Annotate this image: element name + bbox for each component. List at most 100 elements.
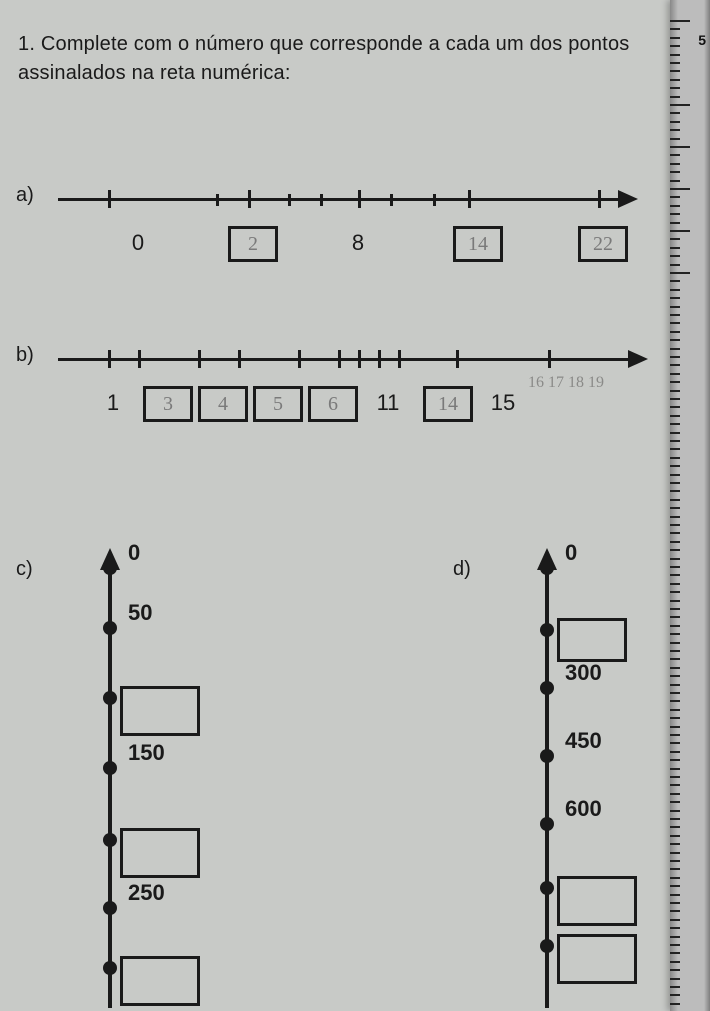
ruler-tick-minor <box>670 810 680 812</box>
answer-box[interactable]: 5 <box>253 386 303 422</box>
ruler-tick-minor <box>670 196 680 198</box>
tick-major <box>138 350 141 368</box>
ruler-tick-minor <box>670 314 680 316</box>
axis-line <box>58 198 618 201</box>
ruler-tick-minor <box>670 952 680 954</box>
axis-label: 50 <box>128 600 152 626</box>
ruler-tick-minor <box>670 532 680 534</box>
ruler-tick-major <box>670 188 690 190</box>
vertical-pair: c) 050150250 d) 0300450600 <box>48 538 662 1008</box>
ruler-tick-minor <box>670 138 680 140</box>
ruler-tick-minor <box>670 717 680 719</box>
axis-point <box>540 939 554 953</box>
ruler-tick-minor <box>670 684 680 686</box>
ruler-tick-minor <box>670 398 680 400</box>
answer-box[interactable] <box>557 618 627 662</box>
axis-point <box>540 749 554 763</box>
ruler-tick-minor <box>670 566 680 568</box>
ruler-tick-minor <box>670 331 680 333</box>
axis-label: 600 <box>565 796 602 822</box>
ruler-tick-minor <box>670 616 680 618</box>
ruler-tick-minor <box>670 62 680 64</box>
answer-box[interactable]: 4 <box>198 386 248 422</box>
answer-box[interactable]: 6 <box>308 386 358 422</box>
ruler-tick-minor <box>670 919 680 921</box>
ruler-tick-minor <box>670 608 680 610</box>
answer-box[interactable] <box>120 956 200 1006</box>
ruler-tick-minor <box>670 642 680 644</box>
label-d: d) <box>453 558 471 581</box>
axis-label: 300 <box>565 660 602 686</box>
ruler-tick-minor <box>670 969 680 971</box>
ruler-tick-minor <box>670 633 680 635</box>
answer-box[interactable] <box>557 876 637 926</box>
ruler-tick-minor <box>670 121 680 123</box>
ruler-tick-minor <box>670 768 680 770</box>
ruler-tick-minor <box>670 54 680 56</box>
ruler-tick-minor <box>670 868 680 870</box>
ruler-tick-minor <box>670 280 680 282</box>
ruler-tick-major <box>670 146 690 148</box>
axis-point <box>103 621 117 635</box>
numberline-d: d) 0300450600 <box>485 538 662 1008</box>
answer-box[interactable]: 22 <box>578 226 628 262</box>
ruler-tick-minor <box>670 927 680 929</box>
axis-label: 15 <box>491 390 515 416</box>
ruler-tick-major <box>670 104 690 106</box>
answer-box[interactable] <box>120 828 200 878</box>
tick-major <box>298 350 301 368</box>
ruler-tick-minor <box>670 860 680 862</box>
numberline-c: c) 050150250 <box>48 538 225 1008</box>
ruler-tick-minor <box>670 776 680 778</box>
tick-major <box>468 190 471 208</box>
ruler-tick-minor <box>670 675 680 677</box>
ruler-tick-minor <box>670 289 680 291</box>
handwritten-answer: 4 <box>201 393 245 416</box>
handwritten-faint: 16 17 18 19 <box>528 374 604 392</box>
ruler-tick-minor <box>670 978 680 980</box>
ruler-tick-minor <box>670 986 680 988</box>
answer-box[interactable]: 14 <box>423 386 473 422</box>
ruler-tick-minor <box>670 171 680 173</box>
ruler-tick-minor <box>670 667 680 669</box>
handwritten-answer: 6 <box>311 393 355 416</box>
ruler-tick-minor <box>670 406 680 408</box>
answer-box[interactable] <box>120 686 200 736</box>
answer-box[interactable]: 3 <box>143 386 193 422</box>
answer-box[interactable]: 2 <box>228 226 278 262</box>
tick-major <box>598 190 601 208</box>
ruler-tick-minor <box>670 726 680 728</box>
ruler-tick-minor <box>670 751 680 753</box>
ruler-tick-minor <box>670 339 680 341</box>
tick-major <box>108 350 111 368</box>
ruler-tick-minor <box>670 390 680 392</box>
ruler-tick-minor <box>670 843 680 845</box>
axis-point <box>540 623 554 637</box>
handwritten-answer: 3 <box>146 393 190 416</box>
ruler-tick-minor <box>670 1003 680 1005</box>
axis-label: 150 <box>128 740 165 766</box>
axis-label: 8 <box>352 230 364 256</box>
ruler-tick-minor <box>670 910 680 912</box>
ruler-tick-major <box>670 20 690 22</box>
answer-box[interactable] <box>557 934 637 984</box>
section-b: b) 1111534561416 17 18 19 <box>18 348 662 458</box>
ruler-tick-minor <box>670 826 680 828</box>
ruler-tick-minor <box>670 994 680 996</box>
axis-label: 0 <box>565 540 577 566</box>
tick-major <box>456 350 459 368</box>
tick-major <box>358 350 361 368</box>
numberline-b: 1111534561416 17 18 19 <box>58 348 638 438</box>
ruler-tick-major <box>670 272 690 274</box>
label-a: a) <box>16 184 34 207</box>
ruler-tick-minor <box>670 205 680 207</box>
ruler-tick-minor <box>670 650 680 652</box>
ruler-tick-minor <box>670 213 680 215</box>
handwritten-answer: 5 <box>256 393 300 416</box>
axis-label: 250 <box>128 880 165 906</box>
answer-box[interactable]: 14 <box>453 226 503 262</box>
ruler-tick-minor <box>670 944 680 946</box>
ruler-tick-minor <box>670 490 680 492</box>
ruler-tick-minor <box>670 894 680 896</box>
axis-point <box>103 561 117 575</box>
